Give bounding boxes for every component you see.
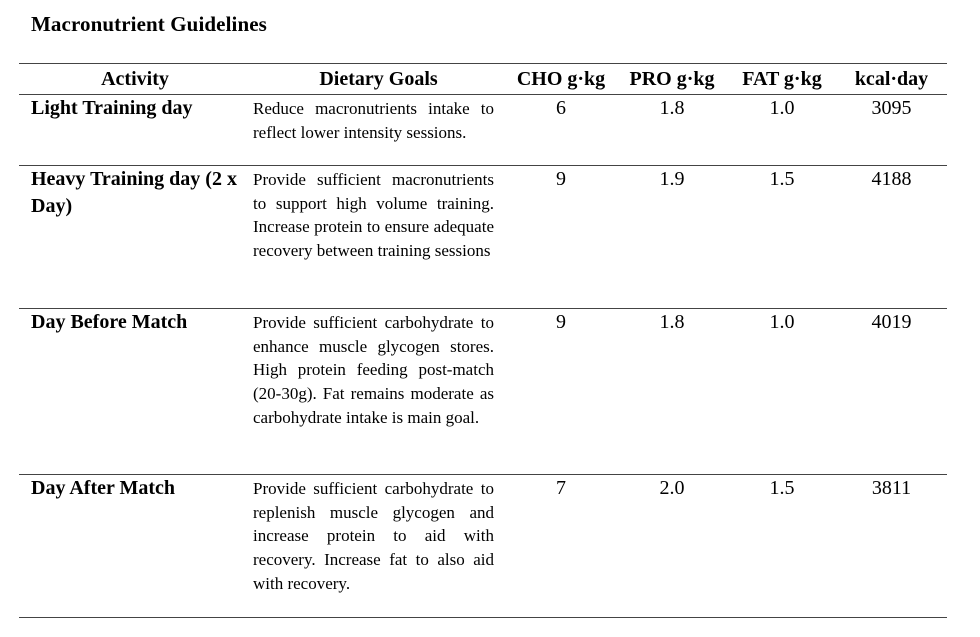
cell-kcal: 3095	[871, 97, 912, 119]
cell-activity: Light Training day	[31, 97, 193, 119]
header-cho: CHO g·kg	[516, 67, 606, 90]
table-row: Light Training day Reduce macronutrients…	[19, 95, 947, 166]
cell-activity: Heavy Training day (2 x Day)	[31, 168, 237, 217]
cell-pro: 1.8	[659, 311, 685, 333]
cell-fat: 1.0	[769, 97, 795, 119]
document-title: Macronutrient Guidelines	[31, 12, 267, 36]
header-kcal: kcal·day	[854, 67, 929, 90]
cell-pro: 1.9	[659, 168, 685, 190]
header-pro: PRO g·kg	[629, 67, 715, 90]
cell-dietary-goals: Reduce macronutrients intake to reflect …	[253, 99, 494, 142]
cell-fat: 1.5	[769, 168, 795, 190]
cell-kcal: 4019	[871, 311, 912, 333]
table-row: Day After Match Provide sufficient carbo…	[19, 475, 947, 618]
cell-activity: Day Before Match	[31, 311, 188, 333]
macronutrient-table: Activity Dietary Goals CHO g·kg PRO g·kg…	[19, 63, 947, 618]
header-dietary-goals: Dietary Goals	[319, 67, 438, 90]
cell-activity: Day After Match	[31, 477, 176, 499]
cell-dietary-goals: Provide sufficient carbohydrate to reple…	[253, 479, 494, 593]
cell-cho: 9	[556, 311, 566, 333]
cell-kcal: 3811	[871, 477, 912, 499]
cell-pro: 2.0	[659, 477, 685, 499]
cell-kcal: 4188	[871, 168, 912, 190]
cell-cho: 6	[556, 97, 566, 119]
table-row: Heavy Training day (2 x Day) Provide suf…	[19, 166, 947, 309]
cell-dietary-goals: Provide sufficient macronutrients to sup…	[253, 170, 494, 261]
header-activity: Activity	[101, 67, 169, 90]
table-row: Day Before Match Provide sufficient carb…	[19, 309, 947, 475]
cell-pro: 1.8	[659, 97, 685, 119]
cell-fat: 1.5	[769, 477, 795, 499]
cell-cho: 9	[556, 168, 566, 190]
cell-cho: 7	[556, 477, 566, 499]
header-fat: FAT g·kg	[742, 67, 822, 90]
cell-fat: 1.0	[769, 311, 795, 333]
table-header-row: Activity Dietary Goals CHO g·kg PRO g·kg…	[19, 63, 947, 95]
cell-dietary-goals: Provide sufficient carbohydrate to enhan…	[253, 313, 494, 427]
